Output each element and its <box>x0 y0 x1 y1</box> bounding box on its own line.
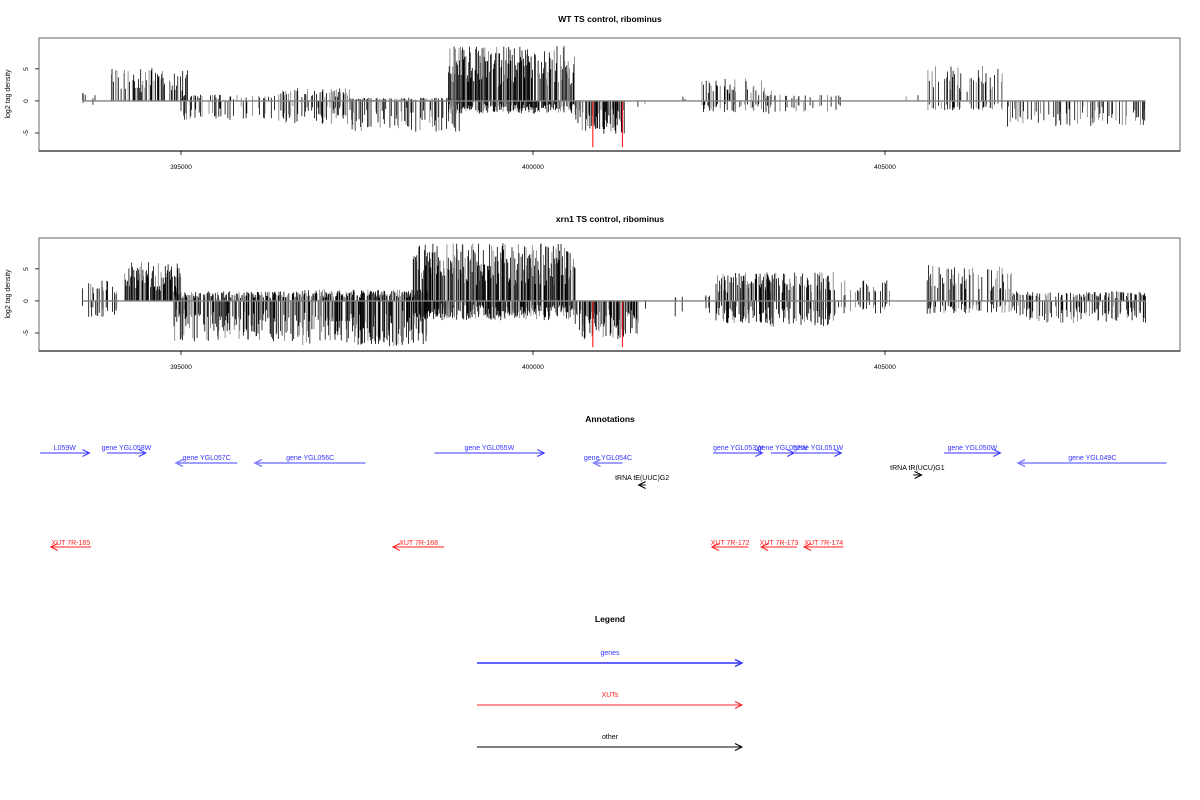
x-tick-label: 400000 <box>522 164 544 171</box>
plot-frame <box>38 37 1181 152</box>
y-tick-label: 5 <box>23 67 30 71</box>
arrowhead-icon <box>82 449 91 457</box>
track-panel-xrn1: xrn1 TS control, ribominus log2 tag dens… <box>5 214 1181 371</box>
arrowhead-icon <box>734 743 744 751</box>
arrowhead-icon <box>1016 458 1026 468</box>
legend-label: genes <box>600 650 620 657</box>
y-tick-label: 0 <box>23 99 30 103</box>
other-arrow <box>913 471 923 479</box>
xut-arrow <box>710 543 749 551</box>
gene-arrow <box>174 458 238 468</box>
arrowhead-icon <box>993 449 1002 457</box>
gene-arrow <box>713 449 764 457</box>
gene-arrow <box>944 449 1002 457</box>
x-tick-label: 395000 <box>170 164 192 171</box>
arrowhead-icon <box>786 449 796 457</box>
arrowhead-icon <box>138 449 147 457</box>
annotations-title: Annotations <box>585 414 635 424</box>
gene-label: gene YGL052W <box>758 445 808 452</box>
xut-arrow <box>391 543 445 551</box>
legend-items: genes XUTs other <box>477 650 744 751</box>
xut-label: XUT 7R-168 <box>399 540 438 547</box>
gene-arrow <box>40 449 91 457</box>
gene-arrow <box>107 449 147 457</box>
legend: Legend genes XUTs other <box>477 614 744 751</box>
gene-label: gene YGL056C <box>286 455 334 462</box>
gene-arrow <box>434 449 546 457</box>
gene-label: gene YGL054C <box>584 455 632 462</box>
xut-label: XUT 7R-165 <box>51 540 90 547</box>
x-tick-label: 400000 <box>522 364 544 371</box>
xut-label: XUT 7R-172 <box>711 540 750 547</box>
other-arrow <box>637 481 646 489</box>
arrowhead-icon <box>49 543 58 551</box>
arrowhead-icon <box>759 543 769 551</box>
gene-arrow <box>794 449 843 457</box>
arrowhead-icon <box>802 543 812 551</box>
arrowhead-icon <box>253 458 263 468</box>
legend-label: other <box>602 734 619 741</box>
gene-label: gene YGL058W <box>102 445 152 452</box>
arrowhead-icon <box>734 701 744 709</box>
arrowhead-icon <box>734 658 744 668</box>
xut-label: XUT 7R-174 <box>804 540 843 547</box>
arrowhead-icon <box>755 449 764 457</box>
gene-arrow <box>770 449 796 457</box>
panel-title: xrn1 TS control, ribominus <box>556 214 664 224</box>
xut-arrow <box>759 543 797 551</box>
xut-arrow <box>49 543 91 551</box>
y-tick-label: -5 <box>23 330 30 336</box>
gene-label: gene YGL053W <box>713 445 763 452</box>
gene-label: gene YGL051W <box>793 445 843 452</box>
arrowhead-icon <box>710 543 720 551</box>
legend-arrow <box>477 658 744 668</box>
x-tick-label: 395000 <box>170 364 192 371</box>
arrowhead-icon <box>391 543 401 551</box>
xut-arrow <box>802 543 844 551</box>
other-label: tRNA tR(UCU)G1 <box>890 465 945 472</box>
gene-label: L059W <box>54 445 77 452</box>
gene-label: gene YGL050W <box>947 445 997 452</box>
gene-arrow <box>591 458 623 468</box>
bar-group <box>82 46 1146 148</box>
annotation-items: L059W gene YGL058W gene YGL057C gene YGL056… <box>40 445 1167 551</box>
annotations-panel: Annotations L059W gene YGL058W gene YGL057… <box>40 414 1167 551</box>
legend-label: XUTs <box>602 692 619 699</box>
y-tick-label: 5 <box>23 267 30 271</box>
bar-group <box>82 243 1146 348</box>
y-axis-label: log2 tag density <box>5 69 12 119</box>
x-tick-label: 405000 <box>874 364 896 371</box>
arrowhead-icon <box>914 471 923 479</box>
other-label: tRNA tE(UUC)G2 <box>615 475 669 482</box>
legend-arrow <box>477 701 744 709</box>
legend-title: Legend <box>595 614 625 624</box>
gene-arrow <box>253 458 366 468</box>
gene-label: gene YGL057C <box>183 455 231 462</box>
arrowhead-icon <box>637 481 646 489</box>
arrowhead-icon <box>591 458 601 468</box>
gene-arrow <box>1016 458 1167 468</box>
x-tick-label: 405000 <box>874 164 896 171</box>
y-tick-label: 0 <box>23 299 30 303</box>
track-panel-wt: WT TS control, ribominus log2 tag densit… <box>5 14 1181 171</box>
xut-label: XUT 7R-173 <box>760 540 799 547</box>
panel-title: WT TS control, ribominus <box>558 14 662 24</box>
y-tick-label: -5 <box>23 130 30 136</box>
legend-arrow <box>477 743 744 751</box>
arrowhead-icon <box>834 449 843 457</box>
gene-label: gene YGL049C <box>1068 455 1116 462</box>
arrowhead-icon <box>537 449 546 457</box>
y-axis-label: log2 tag density <box>5 269 12 319</box>
arrowhead-icon <box>174 458 184 468</box>
gene-label: gene YGL055W <box>465 445 515 452</box>
